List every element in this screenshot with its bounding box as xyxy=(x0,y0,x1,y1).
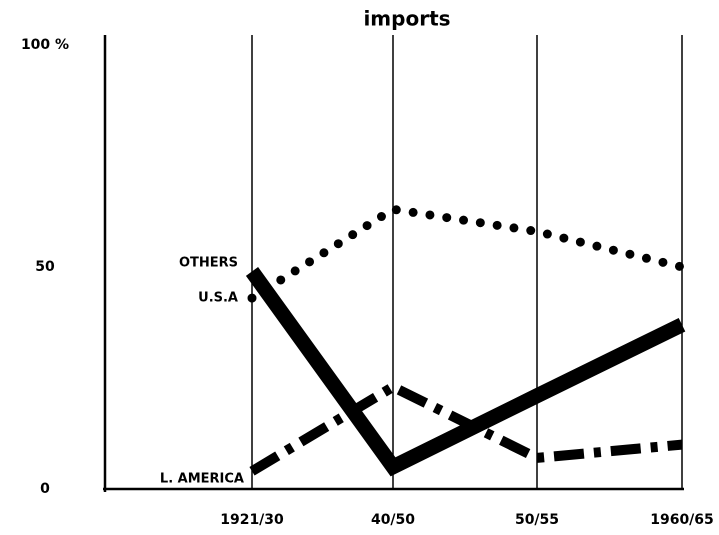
chart-title: imports xyxy=(363,7,450,31)
series-label: OTHERS xyxy=(179,256,238,271)
series-label: U.S.A xyxy=(198,291,238,306)
x-tick-label: 1921/30 xyxy=(220,512,284,528)
x-tick-label: 50/55 xyxy=(515,512,559,528)
y-tick-label: 50 xyxy=(35,259,55,275)
series-line xyxy=(245,267,686,477)
x-tick-label: 1960/65 xyxy=(650,512,714,528)
x-tick-label: 40/50 xyxy=(371,512,415,528)
series-label: L. AMERICA xyxy=(160,472,244,487)
series-line xyxy=(247,204,687,303)
y-tick-label: 0 xyxy=(40,481,50,497)
series-line xyxy=(249,381,683,476)
y-tick-label: 100 % xyxy=(21,37,69,53)
